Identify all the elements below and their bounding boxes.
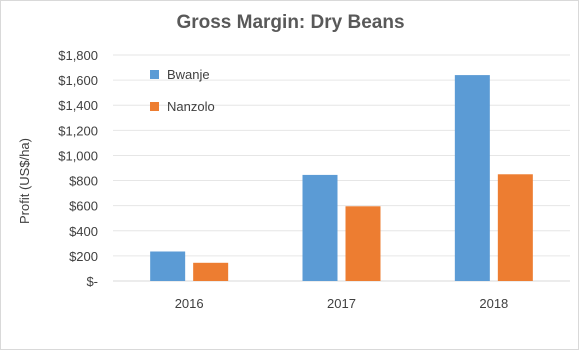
chart-title: Gross Margin: Dry Beans xyxy=(176,12,405,33)
y-tick-label: $600 xyxy=(69,199,98,214)
legend: Bwanje Nanzolo xyxy=(150,67,215,114)
y-tick-labels: $- $200 $400 $600 $800 $1,000 $1,200 $1,400 $1,6… xyxy=(58,48,98,289)
x-tick-label: 2018 xyxy=(479,296,508,311)
legend-swatch xyxy=(150,102,159,111)
y-tick-label: $- xyxy=(86,274,98,289)
bar-bwanje-2016 xyxy=(150,251,186,281)
bar-bwanje-2018 xyxy=(454,75,490,281)
y-tick-label: $200 xyxy=(69,249,98,264)
y-tick-label: $1,400 xyxy=(58,98,98,113)
x-tick-labels: 2016 2017 2018 xyxy=(175,296,509,311)
bar-nanzolo-2017 xyxy=(345,206,381,281)
legend-label: Nanzolo xyxy=(167,99,215,114)
y-tick-label: $800 xyxy=(69,174,98,189)
x-tick-label: 2017 xyxy=(327,296,356,311)
y-tick-label: $1,800 xyxy=(58,48,98,63)
y-tick-label: $400 xyxy=(69,224,98,239)
bar-bwanje-2017 xyxy=(302,174,338,281)
legend-label: Bwanje xyxy=(167,67,210,82)
legend-swatch xyxy=(150,70,159,79)
x-tick-label: 2016 xyxy=(175,296,204,311)
bar-nanzolo-2018 xyxy=(497,174,533,281)
y-tick-label: $1,200 xyxy=(58,123,98,138)
y-tick-label: $1,600 xyxy=(58,73,98,88)
gridlines xyxy=(113,54,570,282)
y-tick-label: $1,000 xyxy=(58,148,98,163)
y-axis-title: Profit (US$/ha) xyxy=(17,138,32,224)
bar-nanzolo-2016 xyxy=(193,262,229,281)
bars xyxy=(150,75,533,281)
